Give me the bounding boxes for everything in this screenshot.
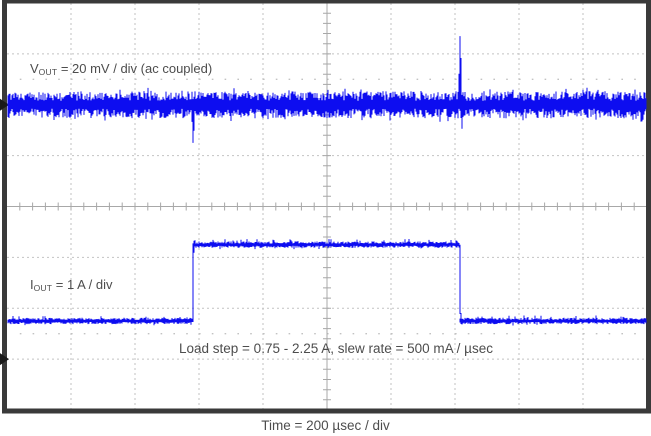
iout-subscript: OUT	[33, 283, 53, 293]
vout-symbol: V	[30, 61, 39, 76]
iout-trace	[7, 239, 647, 326]
vout-zero-marker-icon	[0, 98, 9, 111]
iout-scale-text: = 1 A / div	[52, 277, 113, 292]
vout-subscript: OUT	[38, 67, 58, 77]
vout-trace	[7, 36, 647, 143]
minor-dot-rows	[19, 78, 649, 335]
iout-scale-label: IOUT = 1 A / div	[30, 277, 113, 293]
plot-frame	[2, 0, 651, 414]
vout-scale-text: = 20 mV / div (ac coupled)	[57, 61, 213, 76]
time-axis-label: Time = 200 µsec / div	[261, 418, 390, 433]
load-step-annotation: Load step = 0.75 - 2.25 A, slew rate = 5…	[179, 341, 493, 356]
vout-scale-label: VOUT = 20 mV / div (ac coupled)	[30, 61, 212, 77]
iout-zero-marker-icon	[0, 353, 9, 366]
iout-symbol: I	[30, 277, 34, 292]
